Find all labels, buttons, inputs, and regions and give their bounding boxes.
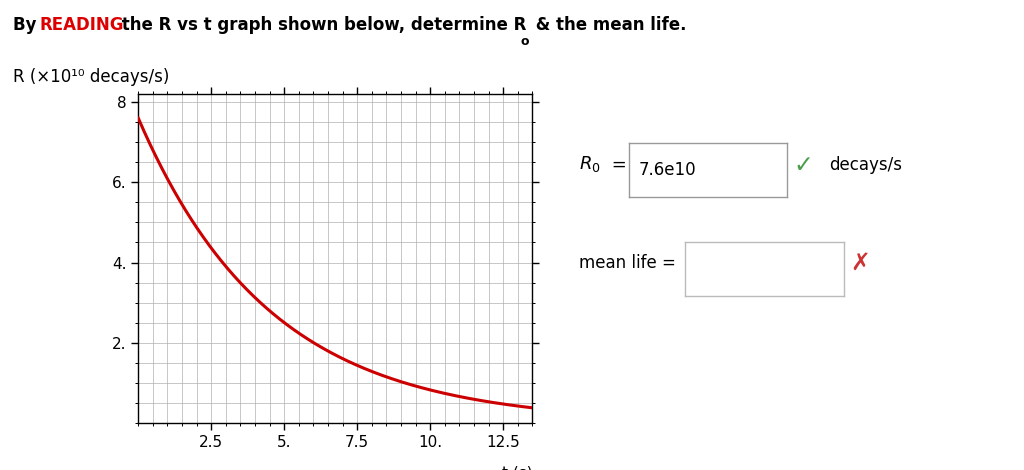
Text: & the mean life.: & the mean life.: [530, 16, 687, 34]
Text: ✓: ✓: [794, 152, 813, 177]
Text: decays/s: decays/s: [829, 156, 902, 173]
Text: the R vs t graph shown below, determine R: the R vs t graph shown below, determine …: [116, 16, 526, 34]
Text: READING: READING: [40, 16, 125, 34]
Text: =: =: [606, 156, 627, 173]
Text: ✗: ✗: [850, 251, 869, 275]
Text: 7.6e10: 7.6e10: [638, 161, 696, 180]
Text: mean life =: mean life =: [579, 254, 676, 272]
Text: $R_0$: $R_0$: [579, 155, 600, 174]
Text: o: o: [520, 35, 528, 48]
Text: By: By: [13, 16, 43, 34]
Text: t (s): t (s): [502, 465, 532, 470]
Text: R (×10¹⁰ decays/s): R (×10¹⁰ decays/s): [13, 68, 170, 86]
